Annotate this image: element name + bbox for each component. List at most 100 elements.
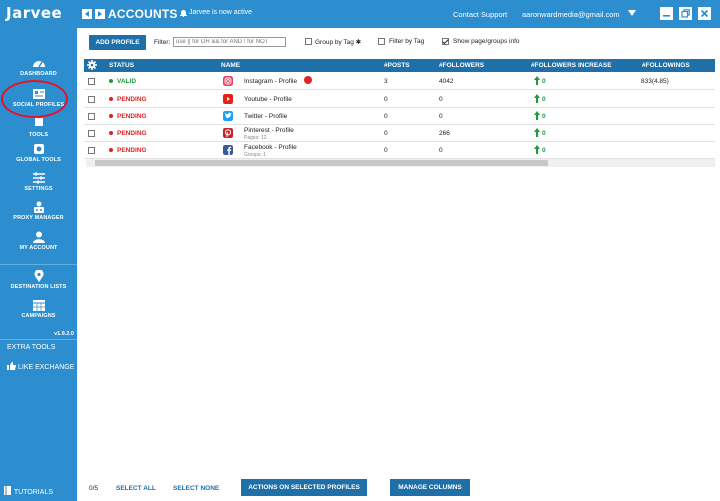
arrow-up-icon <box>534 145 540 154</box>
profile-sub-info: Pages: 12 <box>244 135 267 141</box>
youtube-icon <box>223 94 233 104</box>
sidebar-item-proxy-manager[interactable]: Proxy Manager <box>0 201 77 221</box>
column-header-followings[interactable]: #FOLLOWINGS <box>642 62 690 69</box>
followers-value: 266 <box>439 130 450 137</box>
sidebar-item-label: Destination Lists <box>10 284 67 290</box>
settings-icon <box>32 172 45 184</box>
back-button[interactable] <box>82 9 92 19</box>
contact-support-link[interactable]: Contact Support <box>453 10 508 19</box>
maximize-button[interactable] <box>679 7 692 20</box>
profile-name[interactable]: Youtube - Profile <box>244 96 292 103</box>
select-all-link[interactable]: SELECT ALL <box>116 485 156 492</box>
add-profile-button[interactable]: ADD PROFILE <box>89 35 146 50</box>
column-header-followers-increase[interactable]: #FOLLOWERS INCREASE <box>531 62 612 69</box>
sidebar-item-campaigns[interactable]: Campaigns <box>0 299 77 319</box>
scrollbar-thumb[interactable] <box>95 160 548 166</box>
show-info-checkbox[interactable] <box>442 38 449 45</box>
calendar-icon <box>32 300 45 311</box>
gear-icon[interactable] <box>87 60 97 70</box>
select-none-link[interactable]: SELECT NONE <box>173 485 220 492</box>
tutorials-link[interactable]: TUTORIALS <box>4 486 53 496</box>
instagram-icon <box>223 76 233 86</box>
column-header-name[interactable]: NAME <box>221 62 241 69</box>
highlight-annotation <box>1 80 68 118</box>
account-email[interactable]: aaronwardmedia@gmail.com <box>522 10 620 19</box>
manage-columns-button[interactable]: MANAGE COLUMNS <box>390 479 470 496</box>
row-checkbox[interactable] <box>88 78 95 85</box>
sidebar-item-label: Proxy Manager <box>13 215 64 221</box>
status-dot <box>109 114 113 118</box>
column-header-posts[interactable]: #POSTS <box>384 62 410 69</box>
row-checkbox[interactable] <box>88 96 95 103</box>
profile-name[interactable]: Pinterest - Profile <box>244 127 294 134</box>
selection-count: 0/5 <box>89 485 99 492</box>
proxy-icon <box>33 201 44 213</box>
twitter-icon <box>223 111 233 121</box>
minimize-button[interactable] <box>660 7 673 20</box>
forward-button[interactable] <box>95 9 105 19</box>
arrow-up-icon <box>534 111 540 120</box>
actions-on-selected-button[interactable]: ACTIONS ON SELECTED PROFILES <box>241 479 367 496</box>
followers-increase-value: 0 <box>542 130 546 137</box>
status-dot <box>109 148 113 152</box>
page-title: ACCOUNTS <box>108 7 178 21</box>
filter-label: Filter: <box>154 39 171 46</box>
restore-icon <box>681 9 690 18</box>
sidebar-item-dashboard[interactable]: Dashboard <box>0 57 77 77</box>
sidebar: Jarvee Dashboard Social Profiles Tools G… <box>0 0 77 501</box>
minimize-icon <box>663 15 670 17</box>
facebook-icon <box>223 145 233 155</box>
chevron-down-icon[interactable] <box>628 9 636 17</box>
like-exchange-link[interactable]: LIKE EXCHANGE <box>7 362 74 371</box>
extra-tools-heading: EXTRA TOOLS <box>7 344 56 351</box>
table-row[interactable]: PENDING Pinterest - Profile Pages: 12 0 … <box>84 125 715 142</box>
map-pin-icon <box>34 270 43 282</box>
sidebar-item-label: Dashboard <box>20 71 57 77</box>
horizontal-scrollbar[interactable] <box>86 159 715 167</box>
status-badge: PENDING <box>117 130 147 137</box>
row-checkbox[interactable] <box>88 147 95 154</box>
alert-badge[interactable] <box>304 76 312 84</box>
sidebar-item-settings[interactable]: Settings <box>0 172 77 192</box>
profile-name[interactable]: Facebook - Profile <box>244 144 297 151</box>
sidebar-item-destination-lists[interactable]: Destination Lists <box>0 270 77 290</box>
status-badge: PENDING <box>117 147 147 154</box>
dashboard-icon <box>32 61 45 68</box>
arrow-up-icon <box>534 94 540 103</box>
filter-input[interactable] <box>173 37 286 47</box>
posts-value: 0 <box>384 96 388 103</box>
arrow-right-icon <box>98 11 102 17</box>
filter-by-tag-checkbox[interactable] <box>378 38 385 45</box>
group-by-tag-checkbox[interactable] <box>305 38 312 45</box>
table-row[interactable]: VALID Instagram - Profile 3 4042 0 833(4… <box>84 73 715 90</box>
sidebar-item-global-tools[interactable]: Global Tools <box>0 143 77 163</box>
posts-value: 3 <box>384 78 388 85</box>
sidebar-item-label: Settings <box>24 186 53 192</box>
row-checkbox[interactable] <box>88 130 95 137</box>
arrow-up-icon <box>534 128 540 137</box>
profile-name[interactable]: Instagram - Profile <box>244 78 298 85</box>
close-button[interactable] <box>698 7 711 20</box>
sidebar-item-tools[interactable]: Tools <box>0 118 77 138</box>
global-tools-icon <box>33 144 44 154</box>
table-row[interactable]: PENDING Facebook - Profile Groups: 1 0 0… <box>84 142 715 159</box>
row-checkbox[interactable] <box>88 113 95 120</box>
close-icon <box>700 9 709 18</box>
followers-increase-value: 0 <box>542 96 546 103</box>
pinterest-icon <box>223 128 233 138</box>
sidebar-item-label: Tools <box>28 132 49 138</box>
column-header-status[interactable]: STATUS <box>109 62 135 69</box>
table-row[interactable]: PENDING Twitter - Profile 0 0 0 <box>84 108 715 125</box>
thumbs-up-icon <box>7 362 16 370</box>
book-icon <box>4 486 11 495</box>
sidebar-item-label: Campaigns <box>21 313 56 319</box>
bell-icon <box>180 10 187 17</box>
filter-by-tag-label: Filter by Tag <box>389 38 425 45</box>
status-message: Jarvee is now active <box>189 9 253 16</box>
table-row[interactable]: PENDING Youtube - Profile 0 0 0 <box>84 91 715 108</box>
followers-value: 4042 <box>439 78 454 85</box>
profile-name[interactable]: Twitter - Profile <box>244 113 288 120</box>
column-header-followers[interactable]: #FOLLOWERS <box>439 62 485 69</box>
sidebar-divider <box>0 264 77 265</box>
sidebar-item-my-account[interactable]: My Account <box>0 231 77 251</box>
